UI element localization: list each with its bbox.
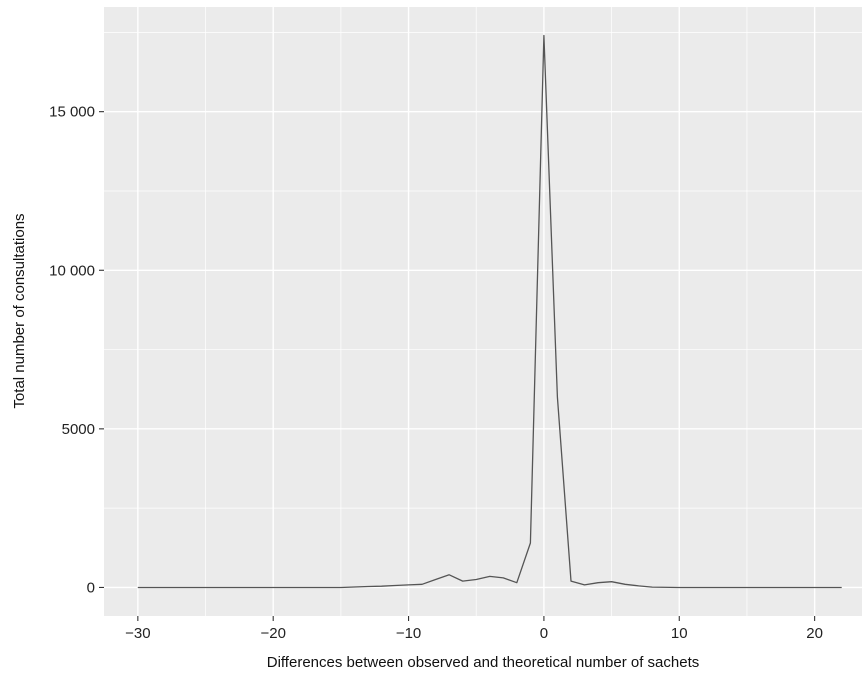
x-axis-title: Differences between observed and theoret… xyxy=(267,654,699,671)
x-tick-label: 0 xyxy=(540,625,548,642)
major-gridlines xyxy=(104,7,862,616)
minor-gridlines xyxy=(104,7,862,616)
series-line xyxy=(137,34,842,589)
series-layer xyxy=(137,34,842,589)
x-tick-label: −30 xyxy=(125,625,150,642)
x-tick-label: 20 xyxy=(806,625,823,642)
y-tick-label: 5000 xyxy=(62,421,95,438)
x-tick-label: −20 xyxy=(260,625,285,642)
y-tick-label: 0 xyxy=(87,579,95,596)
x-axis: −30 −20 −10 0 10 20 xyxy=(125,616,823,642)
y-tick-label: 10 000 xyxy=(49,262,95,279)
x-tick-label: −10 xyxy=(396,625,421,642)
y-axis-title: Total number of consultations xyxy=(11,213,28,408)
y-axis: 0 5000 10 000 15 000 xyxy=(49,104,104,596)
x-tick-label: 10 xyxy=(671,625,688,642)
y-tick-label: 15 000 xyxy=(49,104,95,121)
plot-panel xyxy=(104,7,862,616)
